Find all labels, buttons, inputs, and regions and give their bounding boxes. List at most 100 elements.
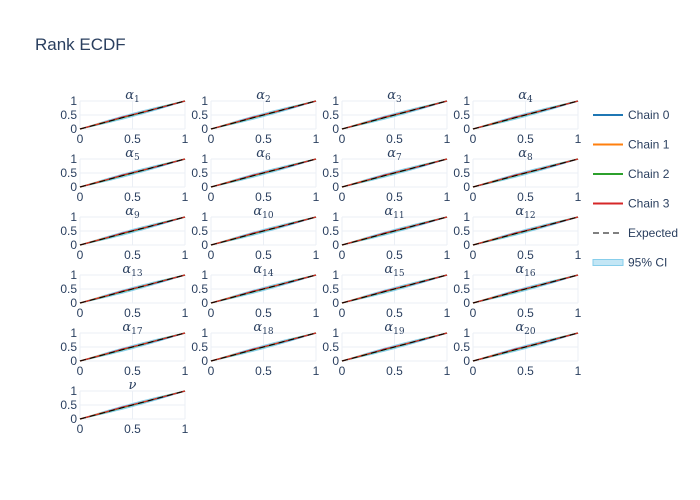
panel-6-title: α6 xyxy=(256,146,271,163)
panel-21-ytick-0: 0 xyxy=(70,412,77,426)
panel-11-xtick-2: 1 xyxy=(444,248,451,262)
legend-item-expected[interactable]: Expected xyxy=(593,226,678,240)
panel-8: 00.510 0.5 1α8 xyxy=(453,146,581,204)
panel-9-ytick-0: 0 xyxy=(70,238,77,252)
panel-19-xtick-0: 0 xyxy=(339,364,346,378)
panel-3-title: α3 xyxy=(387,88,402,105)
panel-19-xtick-2: 1 xyxy=(444,364,451,378)
panel-12-ytick-2: 1 xyxy=(463,210,470,224)
panel-2-ytick-1: 0.5 xyxy=(191,108,208,122)
panel-21-xtick-1: 0.5 xyxy=(124,422,141,436)
panel-14-series-expected xyxy=(210,274,317,304)
panel-4-xtick-1: 0.5 xyxy=(517,132,534,146)
panel-21-xtick-2: 1 xyxy=(182,422,189,436)
panel-19-xtick-1: 0.5 xyxy=(386,364,403,378)
panel-7-ytick-2: 1 xyxy=(332,152,339,166)
panel-9-xtick-2: 1 xyxy=(182,248,189,262)
panel-19-series-expected xyxy=(341,332,448,362)
panel-21-ytick-1: 0.5 xyxy=(60,398,77,412)
panel-8-series-expected xyxy=(472,158,579,188)
panel-2-ytick-2: 1 xyxy=(201,94,208,108)
panel-5: 00.510 0.5 1α5 xyxy=(60,146,188,204)
legend-label-3: Chain 3 xyxy=(628,197,670,211)
legend-item-chain-3[interactable]: Chain 3 xyxy=(593,197,670,211)
panel-5-xtick-2: 1 xyxy=(182,190,189,204)
panel-20-xtick-0: 0 xyxy=(470,364,477,378)
panel-20-series-expected xyxy=(472,332,579,362)
legend-item-chain-0[interactable]: Chain 0 xyxy=(593,108,670,122)
panel-8-ytick-0: 0 xyxy=(463,180,470,194)
panel-21-series-expected xyxy=(79,390,186,420)
panel-14-xtick-2: 1 xyxy=(313,306,320,320)
panel-6-series-expected xyxy=(210,158,317,188)
panel-6-xtick-2: 1 xyxy=(313,190,320,204)
panel-1-title: α1 xyxy=(125,88,140,105)
panel-12-xtick-1: 0.5 xyxy=(517,248,534,262)
panel-9-series-expected xyxy=(79,216,186,246)
panel-2-series-expected xyxy=(210,100,317,130)
panel-5-title: α5 xyxy=(125,146,140,163)
panel-9-xtick-1: 0.5 xyxy=(124,248,141,262)
panel-18-series-expected xyxy=(210,332,317,362)
panel-7-ytick-0: 0 xyxy=(332,180,339,194)
panel-11-ytick-2: 1 xyxy=(332,210,339,224)
panel-9-ytick-1: 0.5 xyxy=(60,224,77,238)
panel-10-xtick-2: 1 xyxy=(313,248,320,262)
panel-4-xtick-0: 0 xyxy=(470,132,477,146)
panel-7: 00.510 0.5 1α7 xyxy=(322,146,450,204)
panel-15-xtick-2: 1 xyxy=(444,306,451,320)
panel-8-ytick-2: 1 xyxy=(463,152,470,166)
panel-3-series-expected xyxy=(341,100,448,130)
panel-14-xtick-1: 0.5 xyxy=(255,306,272,320)
panel-4-ytick-1: 0.5 xyxy=(453,108,470,122)
panel-8-ytick-1: 0.5 xyxy=(453,166,470,180)
panel-13-ytick-0: 0 xyxy=(70,296,77,310)
panel-6-ytick-1: 0.5 xyxy=(191,166,208,180)
panel-19-ytick-2: 1 xyxy=(332,326,339,340)
panel-20-xtick-2: 1 xyxy=(575,364,582,378)
panel-17-series-expected xyxy=(79,332,186,362)
legend[interactable]: Chain 0 Chain 1 Chain 2 Chain 3 Expected 95% … xyxy=(592,108,678,270)
panel-10-ytick-1: 0.5 xyxy=(191,224,208,238)
panel-16-title: α16 xyxy=(515,262,536,279)
panel-12-ytick-1: 0.5 xyxy=(453,224,470,238)
panel-15-xtick-0: 0 xyxy=(339,306,346,320)
panel-4-series-expected xyxy=(472,100,579,130)
panel-11-ytick-0: 0 xyxy=(332,238,339,252)
panel-18-xtick-2: 1 xyxy=(313,364,320,378)
panel-5-ytick-0: 0 xyxy=(70,180,77,194)
panel-15-xtick-1: 0.5 xyxy=(386,306,403,320)
panel-14-ytick-2: 1 xyxy=(201,268,208,282)
panel-16-ytick-1: 0.5 xyxy=(453,282,470,296)
panel-2: 00.510 0.5 1α2 xyxy=(191,88,319,146)
legend-item-95-ci[interactable]: 95% CI xyxy=(592,256,667,270)
panel-3-ytick-1: 0.5 xyxy=(322,108,339,122)
panel-6-xtick-0: 0 xyxy=(208,190,215,204)
panel-9: 00.510 0.5 1α9 xyxy=(60,204,188,262)
panel-7-xtick-1: 0.5 xyxy=(386,190,403,204)
panel-5-xtick-1: 0.5 xyxy=(124,190,141,204)
panel-13-ytick-2: 1 xyxy=(70,268,77,282)
panel-7-series-expected xyxy=(341,158,448,188)
panel-19-ytick-0: 0 xyxy=(332,354,339,368)
panel-1-ytick-1: 0.5 xyxy=(60,108,77,122)
panel-17-ytick-1: 0.5 xyxy=(60,340,77,354)
legend-item-chain-1[interactable]: Chain 1 xyxy=(593,138,670,152)
legend-item-chain-2[interactable]: Chain 2 xyxy=(593,167,670,181)
panel-1-xtick-2: 1 xyxy=(182,132,189,146)
panel-8-xtick-2: 1 xyxy=(575,190,582,204)
panel-1-xtick-0: 0 xyxy=(77,132,84,146)
panel-6-ytick-2: 1 xyxy=(201,152,208,166)
panel-5-xtick-0: 0 xyxy=(77,190,84,204)
panel-15-ytick-2: 1 xyxy=(332,268,339,282)
panel-20-ytick-1: 0.5 xyxy=(453,340,470,354)
panel-1-xtick-1: 0.5 xyxy=(124,132,141,146)
panel-11-xtick-0: 0 xyxy=(339,248,346,262)
